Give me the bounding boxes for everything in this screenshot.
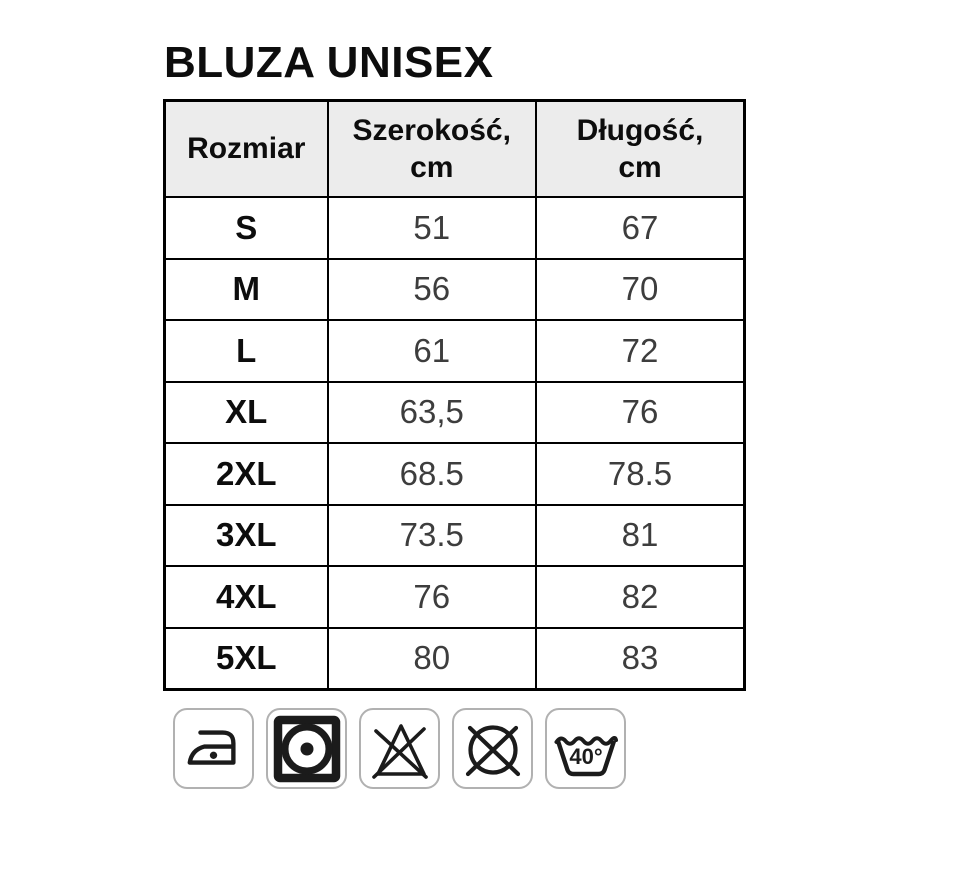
header-size: Rozmiar [163,99,329,199]
width-cell: 56 [326,257,537,322]
length-cell: 83 [535,626,746,691]
wash-temperature-label: 40° [569,744,602,769]
tumble-dry-icon [266,708,347,790]
width-cell: 68.5 [326,442,537,506]
table-row: XL 63,5 76 [163,380,746,445]
length-cell: 76 [535,380,746,445]
table-row: 2XL 68.5 78.5 [163,442,746,506]
size-cell: 3XL [163,503,329,568]
header-length: Długość, cm [535,99,746,199]
length-cell: 72 [535,319,746,383]
table-row: L 61 72 [163,319,746,383]
size-cell: M [163,257,329,322]
size-cell: 5XL [163,626,329,691]
width-cell: 76 [326,565,537,629]
width-cell: 61 [326,319,537,383]
table-header-row: Rozmiar Szerokość, cm Długość, cm [163,99,746,199]
size-cell: 4XL [163,565,329,629]
length-cell: 70 [535,257,746,322]
length-cell: 67 [535,196,746,260]
width-cell: 63,5 [326,380,537,445]
header-width: Szerokość, cm [326,99,537,199]
page-title: BLUZA UNISEX [164,38,494,87]
table-row: M 56 70 [163,257,746,322]
do-not-bleach-icon [359,708,440,790]
table-row: S 51 67 [163,196,746,260]
length-cell: 78.5 [535,442,746,506]
size-cell: XL [163,380,329,445]
table-row: 5XL 80 83 [163,626,746,691]
width-cell: 51 [326,196,537,260]
size-cell: L [163,319,329,383]
width-cell: 80 [326,626,537,691]
iron-low-heat-icon [173,708,254,790]
care-symbols-row: 40° [173,708,743,790]
length-cell: 82 [535,565,746,629]
do-not-dry-clean-icon [452,708,533,790]
wash-40-icon: 40° [545,708,626,790]
size-chart: BLUZA UNISEX Rozmiar Szerokość, cm Długo… [163,38,746,790]
table-row: 3XL 73.5 81 [163,503,746,568]
size-table: Rozmiar Szerokość, cm Długość, cm S 51 6… [163,99,746,692]
table-row: 4XL 76 82 [163,565,746,629]
width-cell: 73.5 [326,503,537,568]
size-cell: 2XL [163,442,329,506]
size-cell: S [163,196,329,260]
length-cell: 81 [535,503,746,568]
